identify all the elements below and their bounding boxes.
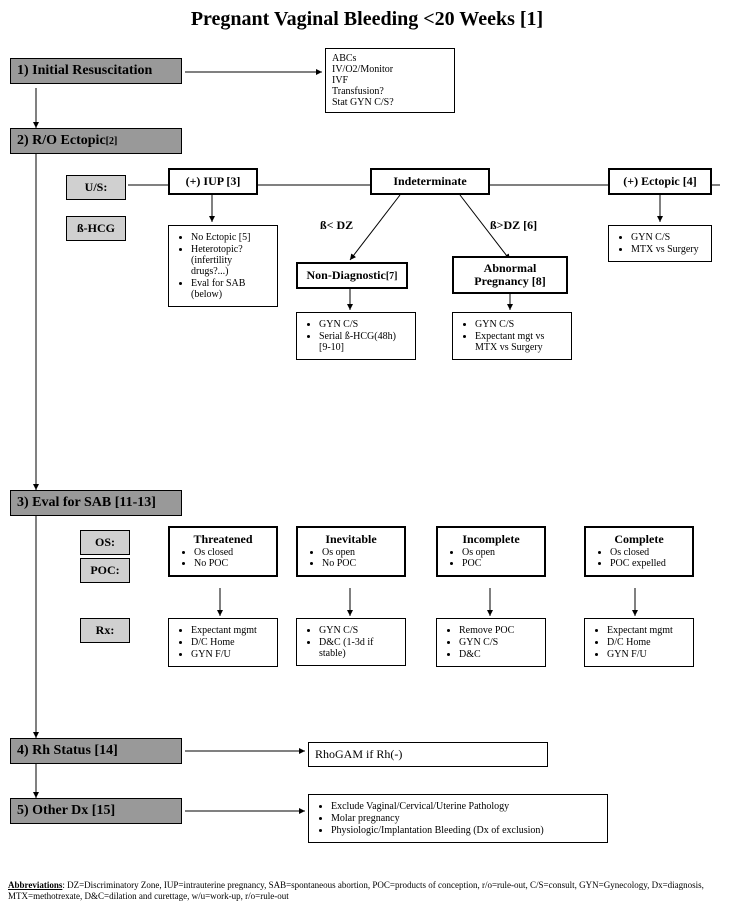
t: Stat GYN C/S? <box>332 97 448 108</box>
t: GYN C/S <box>319 625 399 636</box>
t: Expectant mgt vs MTX vs Surgery <box>475 331 565 353</box>
t: MTX vs Surgery <box>631 244 705 255</box>
step-4: 4) Rh Status [14] <box>10 738 182 764</box>
t: IV/O2/Monitor <box>332 64 448 75</box>
t: Non-Diagnostic <box>306 268 385 282</box>
t: Transfusion? <box>332 86 448 97</box>
abnpreg-box: Abnormal Pregnancy [8] <box>452 256 568 294</box>
t: Threatened <box>176 532 270 547</box>
abbreviations: Abbreviations: DZ=Discriminatory Zone, I… <box>8 880 726 902</box>
ectopic-info: GYN C/S MTX vs Surgery <box>608 225 712 262</box>
t: GYN C/S <box>631 232 705 243</box>
ectopic-box: (+) Ectopic [4] <box>608 168 712 195</box>
page-title: Pregnant Vaginal Bleeding <20 Weeks [1] <box>0 0 734 31</box>
complete-rx: Expectant mgmt D/C Home GYN F/U <box>584 618 694 667</box>
t: : DZ=Discriminatory Zone, IUP=intrauteri… <box>8 880 704 901</box>
t: IVF <box>332 75 448 86</box>
step-3: 3) Eval for SAB [11-13] <box>10 490 182 516</box>
t: Incomplete <box>444 532 538 547</box>
t: D/C Home <box>191 637 271 648</box>
t: Os open <box>462 547 538 558</box>
sub-os: OS: <box>80 530 130 555</box>
sub-bhcg: ß-HCG <box>66 216 126 241</box>
threatened-box: Threatened Os closed No POC <box>168 526 278 577</box>
blt-label: ß< DZ <box>320 218 353 233</box>
bgt-label: ß>DZ [6] <box>490 218 537 233</box>
t: ABCs <box>332 53 448 64</box>
sub-poc: POC: <box>80 558 130 583</box>
inevitable-box: Inevitable Os open No POC <box>296 526 406 577</box>
iup-info: No Ectopic [5] Heterotopic? (infertility… <box>168 225 278 307</box>
abnpreg-info: GYN C/S Expectant mgt vs MTX vs Surgery <box>452 312 572 360</box>
t: [7] <box>386 271 398 282</box>
t: GYN C/S <box>319 319 409 330</box>
t: Heterotopic? (infertility drugs?...) <box>191 244 271 277</box>
t: GYN C/S <box>475 319 565 330</box>
t: Expectant mgmt <box>607 625 687 636</box>
t: GYN F/U <box>607 649 687 660</box>
step1-info: ABCs IV/O2/Monitor IVF Transfusion? Stat… <box>325 48 455 113</box>
t: GYN C/S <box>459 637 539 648</box>
nondiag-info: GYN C/S Serial ß-HCG(48h) [9-10] <box>296 312 416 360</box>
step4-info: RhoGAM if Rh(-) <box>308 742 548 767</box>
t: D&C <box>459 649 539 660</box>
t: Abbreviations <box>8 880 62 890</box>
t: Serial ß-HCG(48h) [9-10] <box>319 331 409 353</box>
t: No POC <box>322 558 398 569</box>
complete-box: Complete Os closed POC expelled <box>584 526 694 577</box>
threatened-rx: Expectant mgmt D/C Home GYN F/U <box>168 618 278 667</box>
t: D&C (1-3d if stable) <box>319 637 399 659</box>
t: Os open <box>322 547 398 558</box>
t: Complete <box>592 532 686 547</box>
incomplete-rx: Remove POC GYN C/S D&C <box>436 618 546 667</box>
inevitable-rx: GYN C/S D&C (1-3d if stable) <box>296 618 406 666</box>
t: Eval for SAB (below) <box>191 278 271 300</box>
step-2: 2) R/O Ectopic[2] <box>10 128 182 154</box>
t: Molar pregnancy <box>331 813 601 824</box>
t: D/C Home <box>607 637 687 648</box>
t: Physiologic/Implantation Bleeding (Dx of… <box>331 825 601 836</box>
t: POC <box>462 558 538 569</box>
t: No Ectopic [5] <box>191 232 271 243</box>
t: Os closed <box>610 547 686 558</box>
indeterminate-box: Indeterminate <box>370 168 490 195</box>
step-1: 1) Initial Resuscitation <box>10 58 182 84</box>
t: No POC <box>194 558 270 569</box>
iup-box: (+) IUP [3] <box>168 168 258 195</box>
t: GYN F/U <box>191 649 271 660</box>
t: POC expelled <box>610 558 686 569</box>
t: [2] <box>106 136 118 147</box>
nondiag-box: Non-Diagnostic[7] <box>296 262 408 289</box>
sub-rx: Rx: <box>80 618 130 643</box>
t: 2) R/O Ectopic <box>17 133 106 148</box>
sub-us: U/S: <box>66 175 126 200</box>
step-5: 5) Other Dx [15] <box>10 798 182 824</box>
incomplete-box: Incomplete Os open POC <box>436 526 546 577</box>
t: Expectant mgmt <box>191 625 271 636</box>
step5-info: Exclude Vaginal/Cervical/Uterine Patholo… <box>308 794 608 843</box>
t: Remove POC <box>459 625 539 636</box>
t: Exclude Vaginal/Cervical/Uterine Patholo… <box>331 801 601 812</box>
t: Os closed <box>194 547 270 558</box>
t: Inevitable <box>304 532 398 547</box>
